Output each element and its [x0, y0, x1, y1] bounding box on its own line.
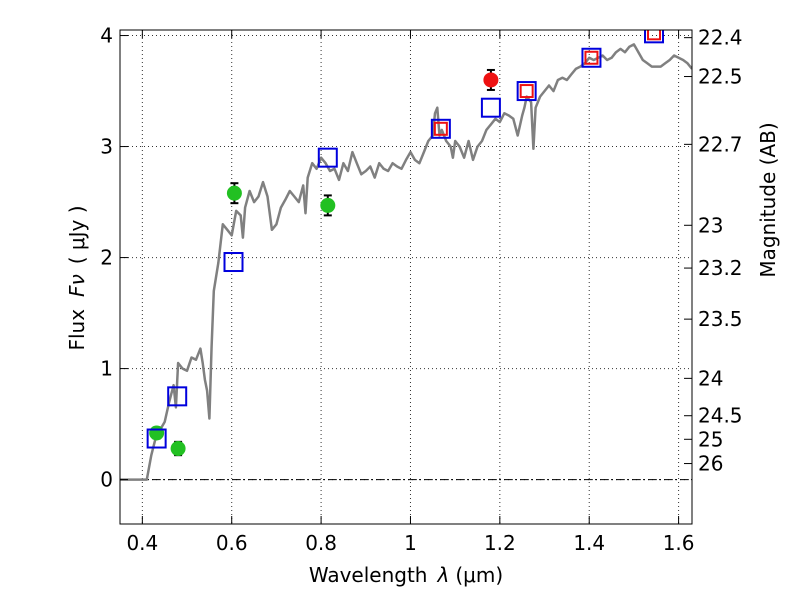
y2-axis-title: Magnitude (AB): [756, 122, 780, 277]
x-tick-label: 0.6: [216, 531, 248, 555]
mag-tick-label: 22.5: [698, 65, 743, 89]
mag-tick-label: 23.5: [698, 307, 743, 331]
model-spectrum-line: [120, 43, 692, 481]
x-axis-title: Wavelength λ (μm): [309, 563, 503, 587]
y-axis-title-symbol: Fν: [65, 274, 89, 297]
mag-tick-label: 24.5: [698, 404, 743, 428]
y-axis-title-prefix: Flux: [65, 309, 89, 351]
model-flux-box-blue: [581, 47, 602, 68]
x-axis-title-symbol: λ: [437, 563, 450, 587]
tick-layer: [120, 30, 692, 524]
model-flux-box-blue: [223, 252, 244, 273]
model-flux-box-blue: [516, 81, 537, 102]
model-flux-box-blue: [480, 97, 501, 118]
observed-point-green: [170, 441, 186, 457]
observed-point-green: [226, 185, 242, 201]
model-flux-box-red: [584, 50, 599, 65]
y-axis-title-unit: ( μJy ): [65, 205, 89, 264]
observed-point-green: [320, 197, 336, 213]
x-tick-label: 1.4: [573, 531, 605, 555]
model-flux-box-red: [647, 30, 662, 41]
y-tick-label: 1: [100, 357, 113, 381]
mag-tick-label: 24: [698, 366, 723, 390]
mag-tick-label: 22.7: [698, 132, 743, 156]
x-axis-title-unit: (μm): [455, 563, 503, 587]
mag-tick-label: 25: [698, 427, 723, 451]
model-flux-box-blue: [146, 428, 167, 449]
x-tick-label: 0.4: [126, 531, 158, 555]
x-tick-label: 1.6: [663, 531, 695, 555]
y-tick-label: 0: [100, 468, 113, 492]
model-flux-box-red: [519, 84, 534, 99]
x-tick-label: 1: [404, 531, 417, 555]
y-tick-label: 2: [100, 246, 113, 270]
mag-tick-label: 22.4: [698, 26, 743, 50]
mag-tick-label: 23.2: [698, 256, 743, 280]
mag-tick-label: 23: [698, 213, 723, 237]
y-tick-label: 3: [100, 135, 113, 159]
x-axis-title-prefix: Wavelength: [309, 563, 428, 587]
observed-point-red: [483, 72, 499, 88]
model-flux-box-blue: [430, 118, 451, 139]
model-flux-box-blue: [167, 386, 188, 407]
observed-point-green: [149, 425, 165, 441]
model-flux-box-blue: [317, 147, 338, 168]
grid-layer: [120, 30, 692, 524]
model-flux-box-red: [433, 121, 448, 136]
x-tick-label: 1.2: [484, 531, 516, 555]
y-tick-label: 4: [100, 24, 113, 48]
y-axis-title: Flux Fν ( μJy ): [65, 205, 89, 350]
model-flux-box-blue: [644, 30, 665, 44]
x-tick-label: 0.8: [305, 531, 337, 555]
plot-frame: [119, 29, 693, 525]
plot-area: [120, 30, 692, 481]
mag-tick-label: 26: [698, 452, 723, 476]
